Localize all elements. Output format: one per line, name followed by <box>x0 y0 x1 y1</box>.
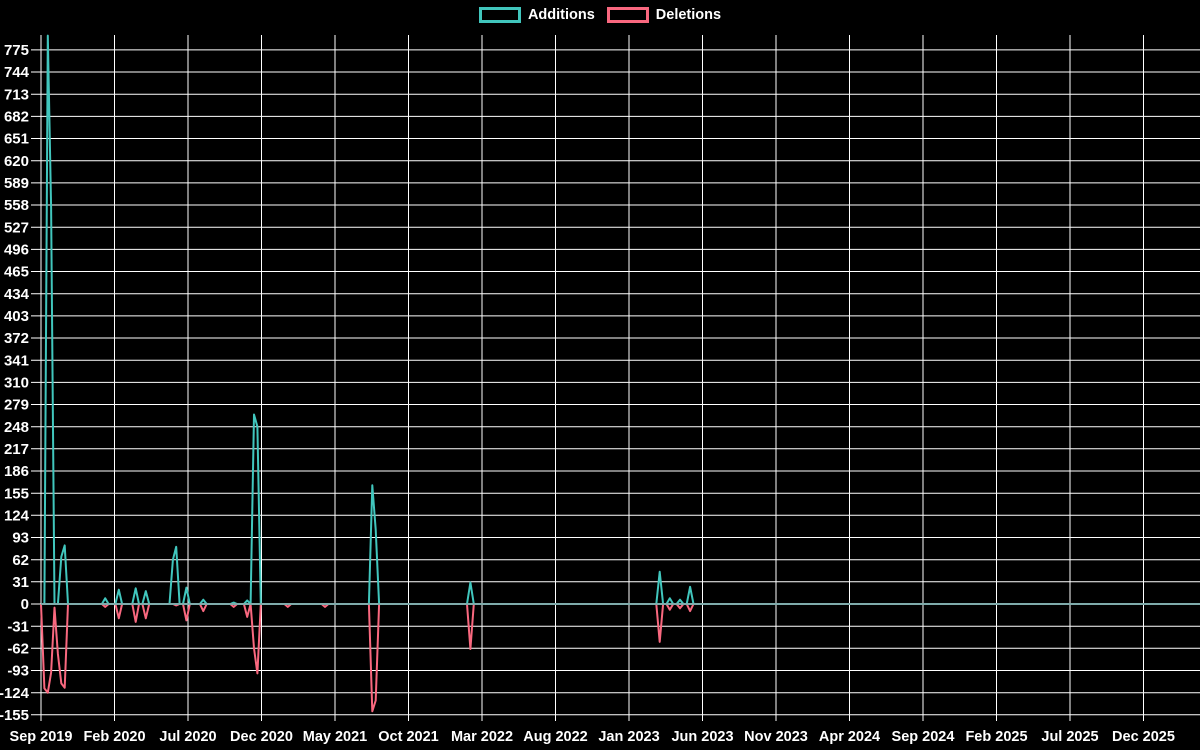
legend-item-deletions[interactable]: Deletions <box>606 7 722 23</box>
x-tick-label: Feb 2020 <box>83 729 145 745</box>
y-tick-label: 248 <box>4 419 29 436</box>
y-tick-label: 341 <box>4 352 29 369</box>
y-tick-label: 403 <box>4 308 29 325</box>
y-tick-label: -155 <box>0 707 29 724</box>
x-tick-label: Sep 2024 <box>892 729 955 745</box>
y-tick-label: 93 <box>12 530 29 547</box>
deletions-legend-label: Deletions <box>655 7 722 23</box>
y-tick-label: -93 <box>7 663 29 680</box>
x-tick-label: Sep 2019 <box>10 729 73 745</box>
additions-swatch-icon <box>478 7 521 23</box>
y-tick-label: 682 <box>4 109 29 126</box>
x-tick-label: Aug 2022 <box>523 729 587 745</box>
additions-legend-label: Additions <box>527 7 595 23</box>
y-tick-label: 713 <box>4 86 29 103</box>
x-tick-label: Mar 2022 <box>451 729 513 745</box>
x-tick-label: Apr 2024 <box>819 729 880 745</box>
x-tick-label: Nov 2023 <box>744 729 808 745</box>
y-tick-label: 124 <box>4 508 30 525</box>
y-tick-label: 496 <box>4 242 29 259</box>
legend-item-additions[interactable]: Additions <box>478 7 595 23</box>
y-tick-label: 155 <box>4 485 29 502</box>
y-tick-label: 465 <box>4 264 29 281</box>
x-tick-label: Feb 2025 <box>965 729 1027 745</box>
y-tick-label: 558 <box>4 197 29 214</box>
y-tick-label: 31 <box>12 574 29 591</box>
y-tick-label: -31 <box>7 618 29 635</box>
x-tick-label: May 2021 <box>303 729 368 745</box>
y-tick-label: 217 <box>4 441 29 458</box>
y-tick-label: 0 <box>21 596 29 613</box>
y-tick-label: 651 <box>4 131 29 148</box>
y-tick-label: -62 <box>7 641 29 658</box>
chart-legend: Additions Deletions <box>0 7 1200 23</box>
deletions-line <box>40 603 1198 713</box>
y-tick-label: 620 <box>4 153 29 170</box>
y-tick-label: -124 <box>0 685 30 702</box>
y-tick-label: 310 <box>4 375 29 392</box>
y-tick-label: 589 <box>4 175 29 192</box>
x-tick-label: Jun 2023 <box>671 729 733 745</box>
additions-line <box>41 34 1198 605</box>
y-tick-label: 775 <box>4 42 29 59</box>
y-tick-label: 744 <box>4 64 30 81</box>
y-tick-label: 186 <box>4 463 29 480</box>
y-tick-label: 279 <box>4 397 29 414</box>
x-tick-label: Jan 2023 <box>598 729 659 745</box>
x-tick-label: Dec 2020 <box>230 729 293 745</box>
deletions-swatch-icon <box>606 7 649 23</box>
x-tick-label: Dec 2025 <box>1112 729 1175 745</box>
y-tick-label: 434 <box>4 286 30 303</box>
y-tick-label: 372 <box>4 330 29 347</box>
x-tick-label: Jul 2025 <box>1041 729 1098 745</box>
x-tick-label: Jul 2020 <box>159 729 216 745</box>
y-tick-label: 527 <box>4 219 29 236</box>
y-tick-label: 62 <box>12 552 29 569</box>
x-tick-label: Oct 2021 <box>378 729 438 745</box>
